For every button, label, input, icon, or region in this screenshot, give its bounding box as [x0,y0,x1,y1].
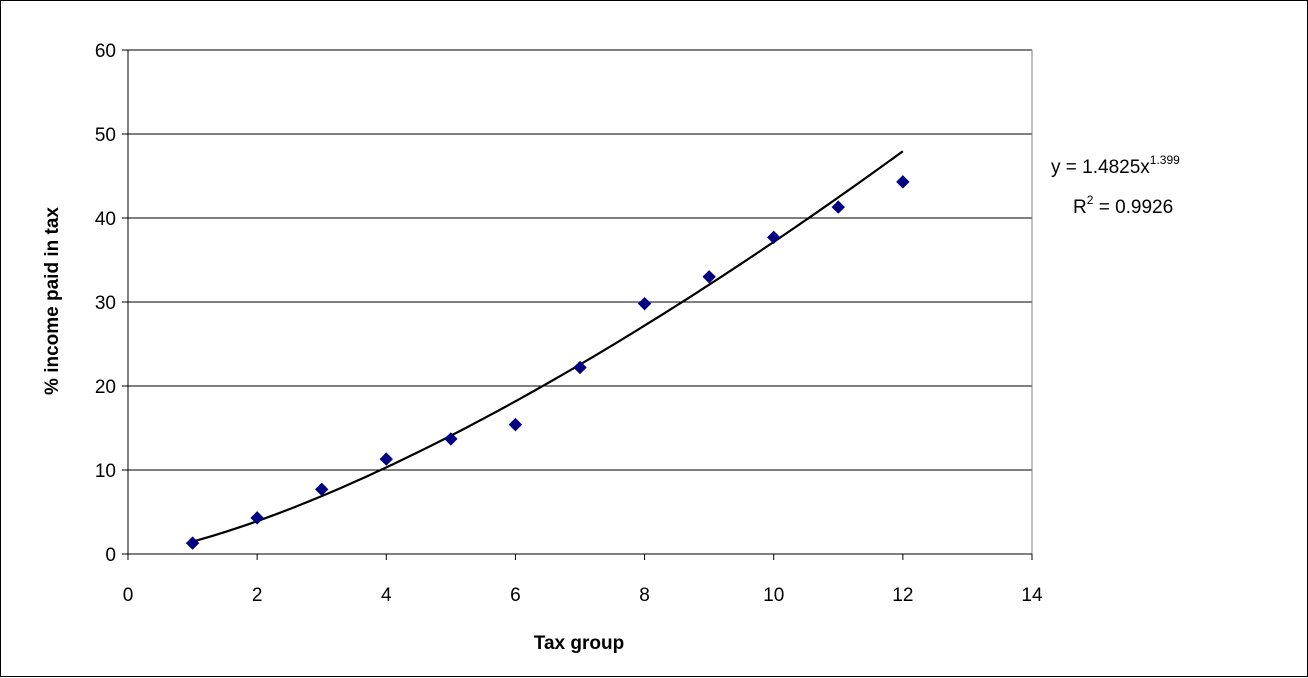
r-squared-superscript: 2 [1087,193,1094,207]
data-point [702,270,716,284]
trendline [192,150,904,543]
x-axis-title: Tax group [534,633,624,654]
data-points [185,175,910,550]
data-point [315,482,329,497]
x-tick-label: 10 [763,585,784,606]
y-tick-label: 50 [95,125,116,146]
data-point [896,175,910,189]
r-squared-symbol: R [1073,197,1087,218]
equation-main: y = 1.4825x [1051,157,1150,178]
y-tick-label: 20 [95,377,116,398]
data-point [444,432,458,446]
y-tick-label: 40 [95,209,116,230]
trendline-equation: y = 1.4825x1.399 [1051,153,1180,178]
data-point [250,511,264,525]
trendline-layer [192,150,904,543]
data-point [831,200,845,214]
data-point [767,230,781,245]
r-squared-value: = 0.9926 [1093,197,1173,218]
x-tick-label: 4 [381,585,392,606]
tick-labels: 0 10 20 30 40 50 60 0 2 4 6 8 10 12 14 [95,41,1043,606]
x-tick-label: 0 [123,585,134,606]
data-point [508,417,523,432]
y-tick-label: 60 [95,41,116,62]
r-squared-label: R2 = 0.9926 [1073,193,1173,218]
data-point [637,296,652,311]
data-point [573,360,587,375]
equation-exponent: 1.399 [1150,153,1180,167]
x-tick-label: 8 [639,585,650,606]
x-tick-label: 14 [1021,585,1043,606]
gridlines [128,49,1032,471]
y-tick-label: 0 [105,545,116,566]
y-tick-label: 30 [95,293,116,314]
x-tick-label: 12 [892,585,913,606]
axes [122,49,1033,560]
y-tick-label: 10 [95,461,116,482]
x-tick-label: 2 [252,585,263,606]
data-point [185,536,200,550]
x-tick-label: 6 [510,585,521,606]
data-point [379,452,393,466]
y-axis-title: % income paid in tax [42,207,63,395]
